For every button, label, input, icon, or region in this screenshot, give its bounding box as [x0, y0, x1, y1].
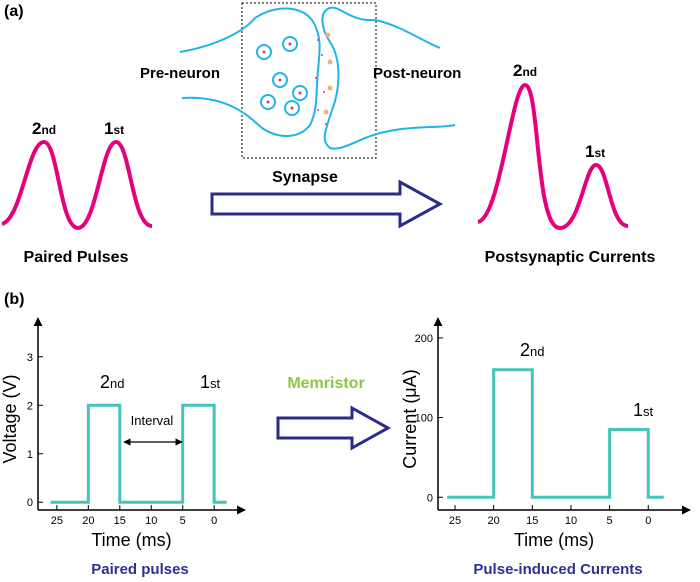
- suffix: st: [210, 376, 221, 391]
- output-caption: Postsynaptic Currents: [485, 249, 656, 266]
- panel-label: (a): [4, 3, 24, 20]
- ordinal: 2: [32, 119, 41, 138]
- device-label: Memristor: [287, 375, 364, 392]
- x-tick-label: 15: [114, 515, 126, 527]
- vesicles: [256, 32, 333, 125]
- x-tick-label: 0: [211, 515, 217, 527]
- annotation: 1st: [633, 400, 654, 420]
- series-line: [50, 403, 227, 504]
- synapse-box: [241, 2, 377, 159]
- x-axis-label: Time (ms): [91, 530, 171, 550]
- ordinal: 2: [520, 340, 530, 360]
- synapse-label: Synapse: [272, 169, 338, 186]
- y-tick-label: 200: [415, 333, 433, 345]
- input-pulses: [0, 139, 153, 231]
- x-tick-label: 20: [82, 515, 94, 527]
- x-tick-label: 10: [145, 515, 157, 527]
- pulse-label: 2nd: [513, 61, 537, 80]
- chart-caption: Paired pulses: [91, 561, 189, 578]
- output-pulses: [476, 82, 629, 231]
- y-axis-label: Current (μA): [400, 369, 420, 468]
- series-line: [447, 368, 664, 499]
- panel-label: (b): [4, 291, 24, 308]
- pulse-label: 1st: [104, 119, 124, 138]
- chart-caption: Pulse-induced Currents: [473, 561, 642, 578]
- arrow: [276, 405, 392, 451]
- pulse-label: 2nd: [32, 119, 56, 138]
- pre-neuron-label: Pre-neuron: [140, 65, 220, 82]
- suffix: nd: [530, 344, 544, 359]
- ordinal: 1: [200, 372, 210, 392]
- x-tick-label: 15: [526, 515, 538, 527]
- y-tick-label: 2: [27, 400, 33, 412]
- ordinal: 2: [513, 61, 522, 80]
- y-tick-label: 1: [27, 449, 33, 461]
- suffix: nd: [110, 376, 124, 391]
- x-tick-label: 25: [449, 515, 461, 527]
- ordinal: 2: [100, 372, 110, 392]
- ordinal: 1: [104, 119, 113, 138]
- annotation: 1st: [200, 372, 221, 392]
- x-tick-label: 5: [607, 515, 613, 527]
- suffix: nd: [41, 123, 56, 137]
- y-tick-label: 0: [27, 497, 33, 509]
- x-axis-label: Time (ms): [514, 530, 594, 550]
- x-tick-label: 25: [51, 515, 63, 527]
- pulse-label: 1st: [585, 142, 605, 161]
- x-tick-label: 5: [180, 515, 186, 527]
- x-tick-label: 10: [565, 515, 577, 527]
- annotation: 2nd: [100, 372, 124, 392]
- suffix: st: [113, 123, 124, 137]
- y-tick-label: 3: [27, 352, 33, 364]
- ordinal: 1: [585, 142, 594, 161]
- neurons: [179, 6, 456, 150]
- ordinal: 1: [633, 400, 643, 420]
- post-neuron-label: Post-neuron: [373, 65, 461, 82]
- x-tick-label: 20: [488, 515, 500, 527]
- y-tick-label: 100: [415, 413, 433, 425]
- suffix: st: [594, 146, 605, 160]
- x-tick-label: 0: [645, 515, 651, 527]
- y-axis-label: Voltage (V): [0, 374, 20, 463]
- arrow: [210, 179, 444, 229]
- annotation: 2nd: [520, 340, 544, 360]
- suffix: st: [643, 404, 654, 419]
- input-caption: Paired Pulses: [24, 249, 129, 266]
- suffix: nd: [522, 65, 537, 79]
- interval-label: Interval: [131, 413, 174, 428]
- y-tick-label: 0: [427, 492, 433, 504]
